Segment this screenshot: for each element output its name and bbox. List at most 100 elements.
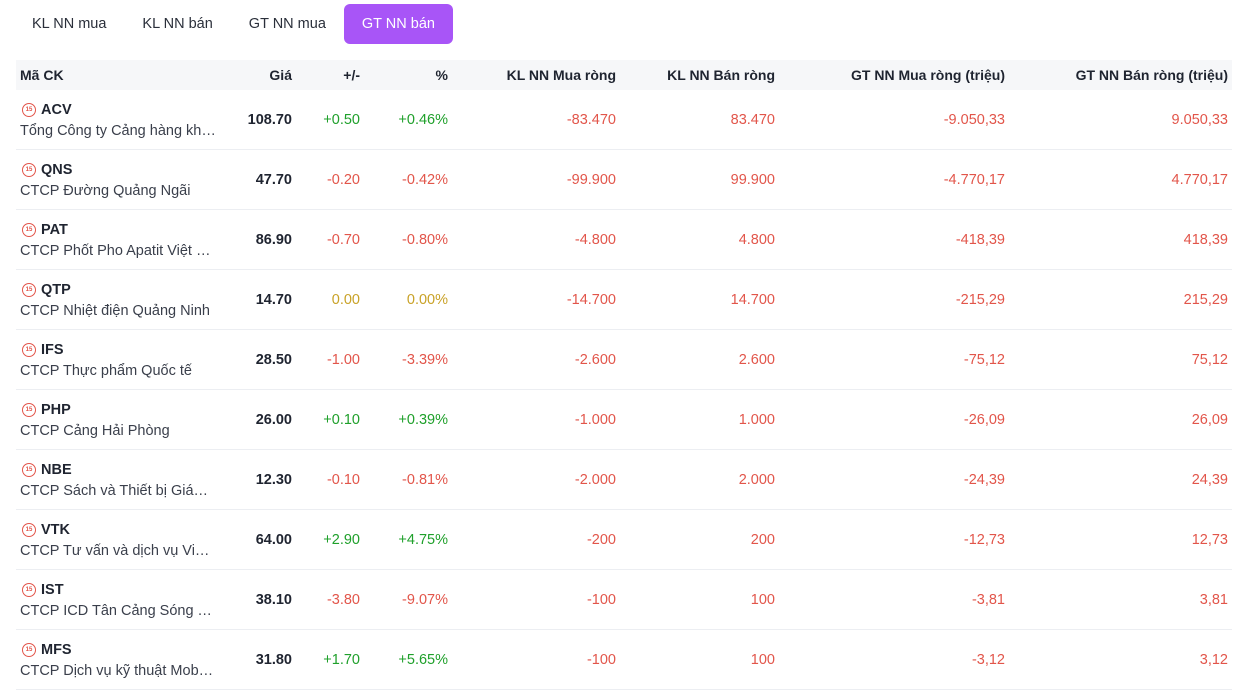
gt-sell-value: 26,09	[1191, 411, 1228, 428]
gt-buy-value: -215,29	[955, 291, 1005, 308]
price-value: 28.50	[255, 351, 292, 368]
foreign-trading-table: Mã CK Giá +/- % KL NN Mua ròng KL NN Bán…	[16, 60, 1232, 690]
gt-buy-value: -3,12	[971, 651, 1005, 668]
kl-sell-value: 200	[750, 531, 775, 548]
change-value: +0.10	[323, 411, 360, 428]
ticker-symbol[interactable]: IFS	[41, 342, 64, 358]
table-row[interactable]: 15 PAT CTCP Phốt Pho Apatit Việt Nam 86.…	[16, 210, 1232, 270]
header-kl-buy[interactable]: KL NN Mua ròng	[506, 67, 616, 83]
change-value: +0.50	[323, 111, 360, 128]
gt-buy-value: -75,12	[963, 351, 1005, 368]
percent-value: -9.07%	[402, 591, 448, 608]
clock-icon: 15	[22, 403, 36, 417]
gt-sell-value: 12,73	[1191, 531, 1228, 548]
gt-buy-value: -12,73	[963, 531, 1005, 548]
kl-buy-value: -14.700	[566, 291, 616, 308]
table-row[interactable]: 15 NBE CTCP Sách và Thiết bị Giáo dục 12…	[16, 450, 1232, 510]
price-value: 31.80	[255, 651, 292, 668]
gt-buy-value: -24,39	[963, 471, 1005, 488]
ticker-symbol[interactable]: MFS	[41, 642, 72, 658]
kl-buy-value: -100	[586, 651, 616, 668]
gt-buy-value: -418,39	[955, 231, 1005, 248]
change-value: -3.80	[326, 591, 360, 608]
percent-value: 0.00%	[406, 291, 448, 308]
clock-icon: 15	[22, 223, 36, 237]
kl-buy-value: -99.900	[566, 171, 616, 188]
stock-cell: 15 PAT CTCP Phốt Pho Apatit Việt Nam	[16, 220, 216, 259]
clock-icon: 15	[22, 103, 36, 117]
price-value: 47.70	[255, 171, 292, 188]
ticker-symbol[interactable]: IST	[41, 582, 64, 598]
ticker-symbol[interactable]: NBE	[41, 462, 72, 478]
company-name: CTCP ICD Tân Cảng Sóng Thần	[20, 603, 216, 619]
tab-bar: KL NN mua KL NN bán GT NN mua GT NN bán	[14, 4, 453, 44]
price-value: 14.70	[255, 291, 292, 308]
kl-sell-value: 1.000	[738, 411, 775, 428]
table-row[interactable]: 15 QNS CTCP Đường Quảng Ngãi 47.70 -0.20…	[16, 150, 1232, 210]
header-change[interactable]: +/-	[343, 67, 360, 83]
header-gt-buy[interactable]: GT NN Mua ròng (triệu)	[851, 67, 1005, 83]
header-kl-sell[interactable]: KL NN Bán ròng	[667, 67, 775, 83]
stock-cell: 15 MFS CTCP Dịch vụ kỹ thuật Mobifone	[16, 640, 216, 679]
clock-icon: 15	[22, 583, 36, 597]
kl-sell-value: 83.470	[730, 111, 775, 128]
price-value: 64.00	[255, 531, 292, 548]
stock-cell: 15 IFS CTCP Thực phẩm Quốc tế	[16, 340, 216, 379]
ticker-symbol[interactable]: QNS	[41, 162, 73, 178]
kl-buy-value: -200	[586, 531, 616, 548]
table-row[interactable]: 15 IFS CTCP Thực phẩm Quốc tế 28.50 -1.0…	[16, 330, 1232, 390]
table-row[interactable]: 15 IST CTCP ICD Tân Cảng Sóng Thần 38.10…	[16, 570, 1232, 630]
company-name: CTCP Sách và Thiết bị Giáo dục	[20, 483, 216, 499]
kl-sell-value: 100	[750, 651, 775, 668]
table-row[interactable]: 15 ACV Tổng Công ty Cảng hàng không Việt…	[16, 90, 1232, 150]
kl-buy-value: -83.470	[566, 111, 616, 128]
clock-icon: 15	[22, 163, 36, 177]
table-row[interactable]: 15 VTK CTCP Tư vấn và dịch vụ Viettel 64…	[16, 510, 1232, 570]
table-row[interactable]: 15 QTP CTCP Nhiệt điện Quảng Ninh 14.70 …	[16, 270, 1232, 330]
change-value: 0.00	[331, 291, 360, 308]
gt-buy-value: -4.770,17	[943, 171, 1005, 188]
header-code[interactable]: Mã CK	[20, 67, 64, 83]
kl-buy-value: -4.800	[574, 231, 616, 248]
tab-gt-nn-mua[interactable]: GT NN mua	[248, 16, 326, 32]
change-value: +2.90	[323, 531, 360, 548]
ticker-symbol[interactable]: PHP	[41, 402, 71, 418]
change-value: -1.00	[326, 351, 360, 368]
company-name: CTCP Thực phẩm Quốc tế	[20, 363, 192, 379]
gt-buy-value: -3,81	[971, 591, 1005, 608]
tab-kl-nn-ban[interactable]: KL NN bán	[142, 16, 213, 32]
header-price[interactable]: Giá	[269, 67, 292, 83]
clock-icon: 15	[22, 643, 36, 657]
kl-sell-value: 4.800	[738, 231, 775, 248]
percent-value: -0.81%	[402, 471, 448, 488]
company-name: CTCP Cảng Hải Phòng	[20, 423, 170, 439]
change-value: -0.20	[326, 171, 360, 188]
company-name: CTCP Tư vấn và dịch vụ Viettel	[20, 543, 216, 559]
ticker-symbol[interactable]: PAT	[41, 222, 68, 238]
gt-sell-value: 24,39	[1191, 471, 1228, 488]
kl-sell-value: 99.900	[730, 171, 775, 188]
kl-buy-value: -100	[586, 591, 616, 608]
company-name: CTCP Phốt Pho Apatit Việt Nam	[20, 243, 216, 259]
tab-gt-nn-ban[interactable]: GT NN bán	[343, 4, 453, 44]
gt-sell-value: 3,81	[1199, 591, 1228, 608]
ticker-symbol[interactable]: VTK	[41, 522, 70, 538]
header-percent[interactable]: %	[435, 67, 448, 83]
tab-kl-nn-mua[interactable]: KL NN mua	[32, 16, 107, 32]
company-name: CTCP Đường Quảng Ngãi	[20, 183, 191, 199]
kl-sell-value: 100	[750, 591, 775, 608]
table-row[interactable]: 15 MFS CTCP Dịch vụ kỹ thuật Mobifone 31…	[16, 630, 1232, 690]
clock-icon: 15	[22, 463, 36, 477]
percent-value: +0.39%	[398, 411, 448, 428]
percent-value: -0.80%	[402, 231, 448, 248]
price-value: 38.10	[255, 591, 292, 608]
header-gt-sell[interactable]: GT NN Bán ròng (triệu)	[1075, 67, 1228, 83]
ticker-symbol[interactable]: QTP	[41, 282, 71, 298]
table-row[interactable]: 15 PHP CTCP Cảng Hải Phòng 26.00 +0.10 +…	[16, 390, 1232, 450]
price-value: 108.70	[247, 111, 292, 128]
gt-sell-value: 418,39	[1183, 231, 1228, 248]
percent-value: -3.39%	[402, 351, 448, 368]
gt-sell-value: 4.770,17	[1171, 171, 1228, 188]
company-name: CTCP Nhiệt điện Quảng Ninh	[20, 303, 210, 319]
ticker-symbol[interactable]: ACV	[41, 102, 72, 118]
